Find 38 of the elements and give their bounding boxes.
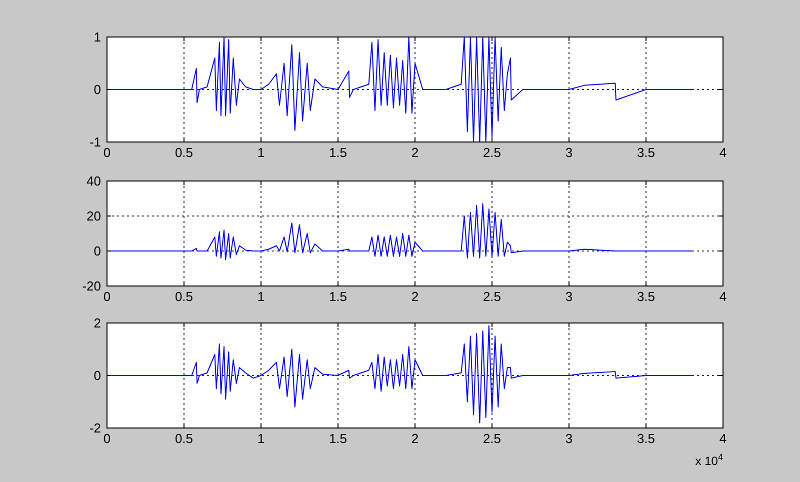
x-tick-label: 2.5	[482, 289, 502, 304]
x-tick-label: 4	[719, 145, 727, 160]
x-tick-label: 3.5	[636, 289, 656, 304]
y-tick-label: 0	[94, 82, 101, 97]
y-tick-label: 40	[86, 174, 101, 188]
y-tick-label: 2	[94, 316, 101, 330]
x-tick-label: 0.5	[174, 145, 194, 160]
x-tick-label: 1	[257, 289, 265, 304]
y-tick-label: 20	[86, 208, 101, 224]
x-tick-label: 4	[719, 289, 727, 304]
x-tick-label: 1.5	[328, 289, 348, 304]
x-tick-label: 0	[103, 289, 111, 304]
x-tick-label: 3.5	[636, 145, 656, 160]
x-tick-label: 2.5	[482, 431, 502, 446]
x-tick-label: 1	[257, 145, 265, 160]
y-tick-label: 1	[94, 30, 101, 44]
x-tick-label: 3	[565, 145, 573, 160]
y-tick-label: 0	[94, 368, 101, 383]
x-tick-label: 2	[411, 431, 419, 446]
y-tick-label: 0	[94, 244, 101, 258]
y-tick-label: -1	[89, 134, 101, 150]
x-tick-label: 2	[411, 289, 419, 304]
x-tick-label: 0.5	[174, 289, 194, 304]
x-tick-label: 1.5	[328, 145, 348, 160]
x-tick-label: 3.5	[636, 431, 656, 446]
text: x 10$^{4}$	[695, 452, 723, 468]
y-tick-label: -20	[82, 278, 101, 294]
x-tick-label: 3	[565, 431, 573, 446]
x-tick-label: 1	[257, 431, 265, 446]
x-tick-label: 2	[411, 145, 419, 160]
y-tick-label: -2	[89, 420, 101, 436]
x-tick-label: 0.5	[174, 431, 194, 446]
x-tick-label: 3	[565, 289, 573, 304]
x-tick-label: 4	[719, 431, 727, 446]
x-tick-label: 0	[103, 145, 111, 160]
x-tick-label: 2.5	[482, 145, 502, 160]
x-tick-label: 0	[103, 431, 111, 446]
x-tick-label: 1.5	[328, 431, 348, 446]
